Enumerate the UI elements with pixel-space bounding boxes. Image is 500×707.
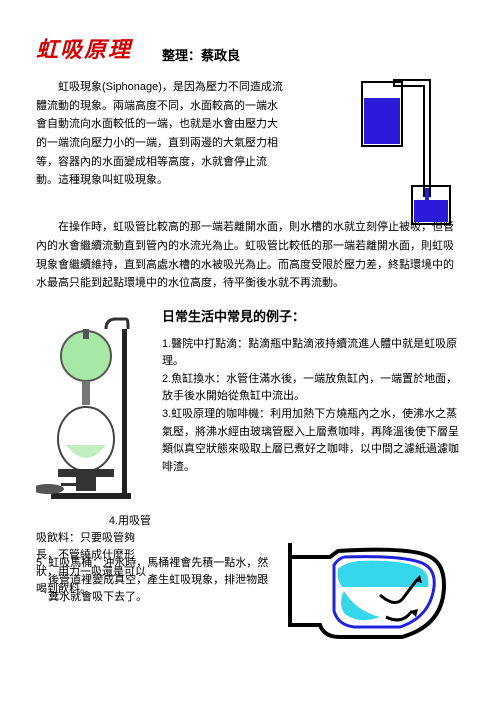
header: 虹吸原理 整理：蔡政良: [36, 32, 464, 64]
siphon-diagram-icon: [354, 74, 464, 232]
example-item-2: 2.魚缸換水：水管住滿水後，一端放魚缸內，一端置於地面，放手後水開始從魚缸中流出…: [162, 371, 464, 406]
author: 整理：蔡政良: [162, 45, 240, 64]
example-item-4a: 4.用吸管: [36, 513, 151, 530]
section-examples: 日常生活中常見的例子： 1.醫院中打點滴：點滴瓶中點滴液持續流進人體中就是虹吸原…: [36, 307, 464, 477]
section-intro: 虹吸現象(Siphonage)，是因為壓力不同造成流體流動的現象。兩端高度不同，…: [36, 78, 464, 190]
example-item-3: 3.虹吸原理的咖啡機：利用加熱下方燒瓶內之水，使沸水之蒸氣壓，將沸水經由玻璃管壓…: [162, 406, 464, 476]
example-item-5: 5. 虹吸馬桶：沖水時，馬桶裡會先積一點水，然後管道裡變成真空，產生虹吸現象，排…: [36, 555, 278, 606]
example-item-1: 1.醫院中打點滴：點滴瓶中點滴液持續流進人體中就是虹吸原理。: [162, 336, 464, 371]
intro-paragraph: 虹吸現象(Siphonage)，是因為壓力不同造成流體流動的現象。兩端高度不同，…: [36, 78, 286, 190]
toilet-diagram-icon: [284, 533, 454, 651]
siphon-coffee-maker-icon: [36, 311, 151, 505]
page-title: 虹吸原理: [36, 32, 132, 64]
examples-subtitle: 日常生活中常見的例子：: [162, 307, 464, 328]
